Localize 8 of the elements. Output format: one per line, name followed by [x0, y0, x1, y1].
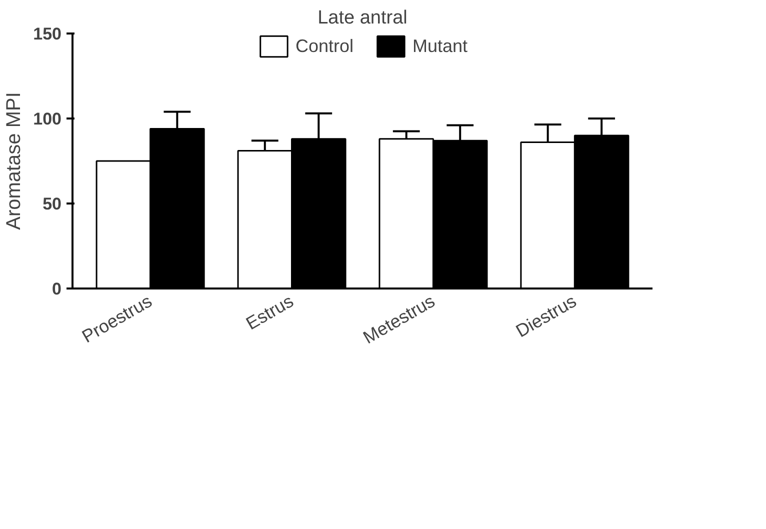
legend-label: Mutant: [412, 36, 468, 56]
legend-label: Control: [295, 36, 354, 56]
y-tick-label: 50: [42, 194, 62, 214]
y-tick-label: 100: [33, 110, 62, 128]
y-axis-title: Aromatase MPI: [3, 92, 26, 230]
y-tick-label: 0: [52, 280, 62, 298]
y-tick-label: 150: [33, 24, 62, 44]
chart-title: Late antral: [318, 8, 408, 28]
